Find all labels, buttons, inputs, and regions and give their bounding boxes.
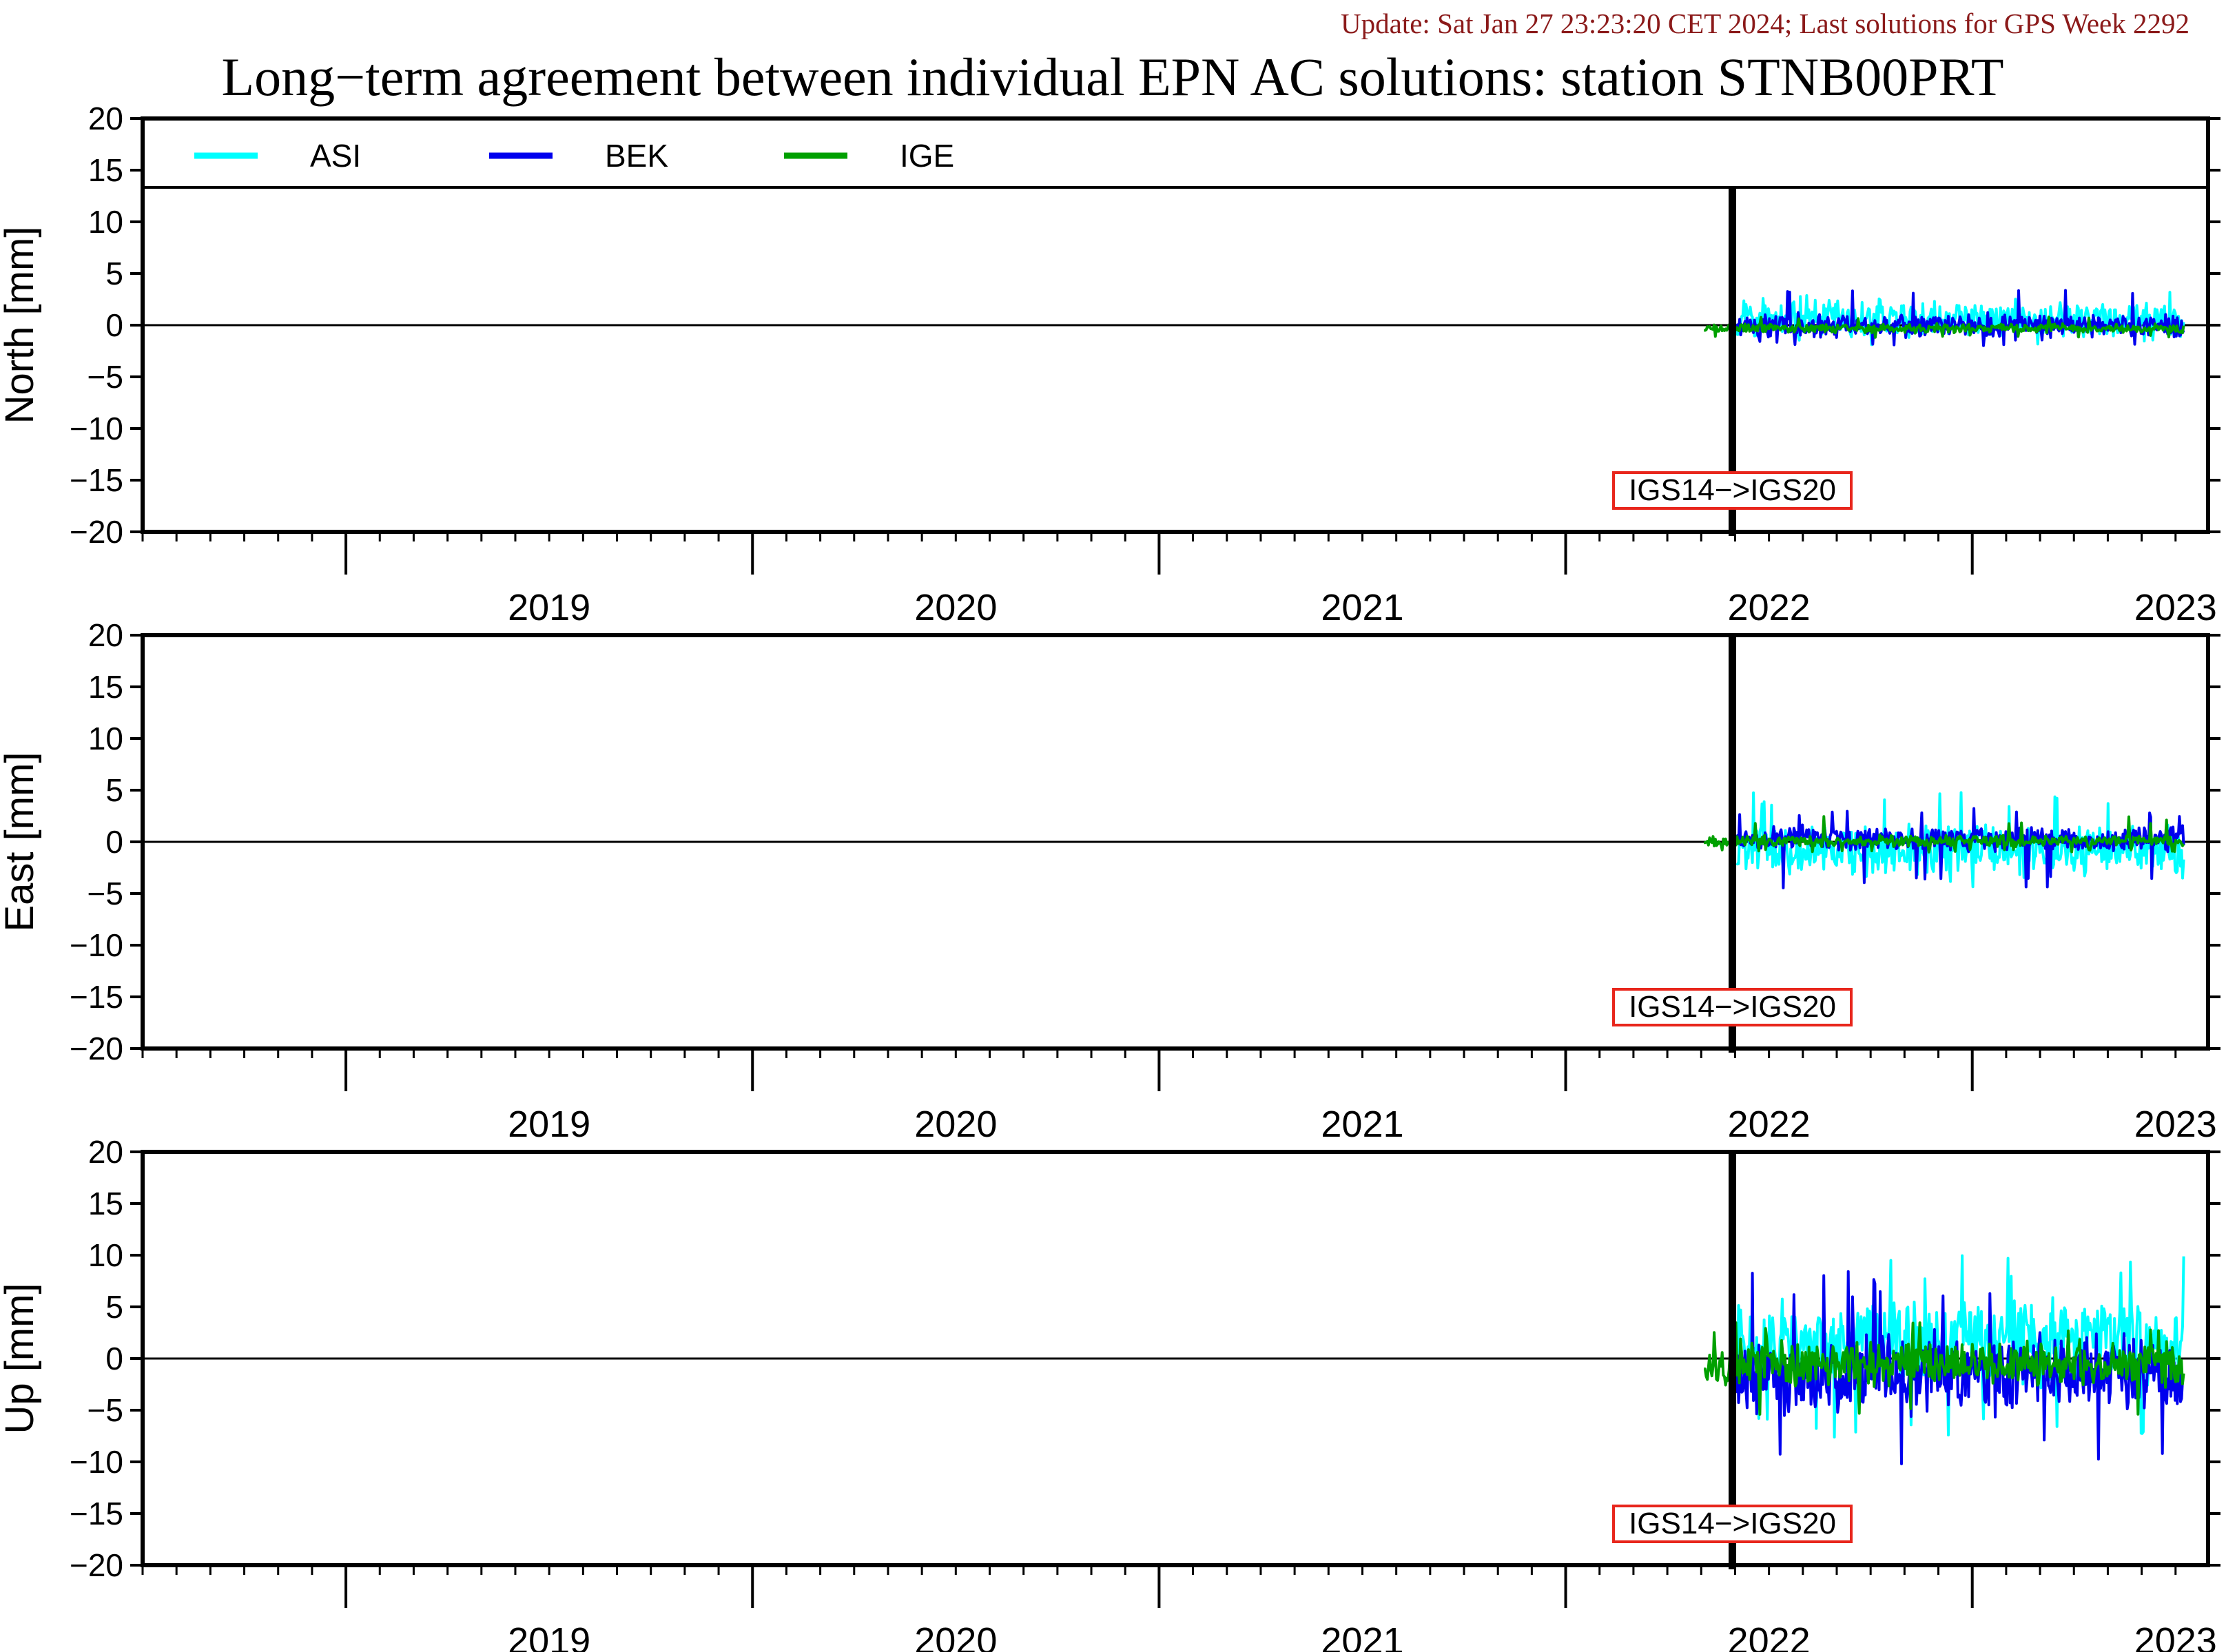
x-year-label: 2022: [1728, 1620, 1811, 1652]
legend-label-ige: IGE: [900, 138, 954, 174]
event-label: IGS14−>IGS20: [1629, 473, 1836, 507]
x-year-label: 2019: [508, 587, 590, 628]
y-tick-label: 0: [105, 307, 123, 343]
series-line-ige: [1703, 815, 2185, 854]
y-tick-label: 5: [105, 1289, 123, 1325]
update-text: Update: Sat Jan 27 23:23:20 CET 2024; La…: [1341, 8, 2189, 39]
y-tick-label: 0: [105, 1341, 123, 1376]
y-tick-label: −15: [70, 1496, 123, 1531]
series-group: [1703, 1254, 2185, 1465]
y-tick-label: 5: [105, 256, 123, 291]
y-tick-label: −5: [87, 359, 123, 395]
series-line-ige: [1703, 316, 2185, 339]
x-year-label: 2021: [1321, 587, 1403, 628]
y-tick-label: 15: [88, 152, 123, 188]
x-year-label: 2020: [914, 587, 997, 628]
series-group: [1703, 289, 2185, 347]
y-tick-label: 10: [88, 204, 123, 240]
y-tick-label: 20: [88, 617, 123, 653]
y-tick-label: −10: [70, 927, 123, 963]
x-year-label: 2019: [508, 1104, 590, 1145]
legend: ASI BEK IGE: [194, 138, 954, 174]
series-line-ige: [1703, 1321, 2185, 1416]
y-tick-label: −5: [87, 876, 123, 911]
legend-label-bek: BEK: [605, 138, 668, 174]
event-label: IGS14−>IGS20: [1629, 1507, 1836, 1540]
x-year-label: 2023: [2134, 1104, 2217, 1145]
panel-east: IGS14−>IGS20 20 15 10 5 0 −5 −10 −15 −20 East [mm]…: [0, 617, 2220, 1145]
chart-title: Long−term agreement between individual E…: [221, 47, 2003, 107]
y-tick-label: 15: [88, 1186, 123, 1221]
y-tick-label: −10: [70, 411, 123, 446]
panels-group: IGS14−>IGS20 20 15 10 5 0 −5 −10 −15 −20 North [mm…: [0, 101, 2220, 1652]
event-box: [1612, 988, 1853, 1026]
x-year-label: 2020: [914, 1620, 997, 1652]
y-tick-label: −15: [70, 462, 123, 498]
x-year-label: 2023: [2134, 1620, 2217, 1652]
panel-north: IGS14−>IGS20 20 15 10 5 0 −5 −10 −15 −20 North [mm…: [0, 101, 2220, 628]
legend-label-asi: ASI: [310, 138, 361, 174]
x-year-label: 2022: [1728, 1104, 1811, 1145]
x-year-label: 2021: [1321, 1104, 1403, 1145]
y-tick-label: −20: [70, 1031, 123, 1066]
y-tick-label: 0: [105, 824, 123, 860]
series-line-asi: [1735, 1254, 2185, 1439]
panel-up: IGS14−>IGS20 20 15 10 5 0 −5 −10 −15 −20 Up [mm] 20…: [0, 1134, 2220, 1652]
x-year-label: 2019: [508, 1620, 590, 1652]
y-tick-label: 15: [88, 669, 123, 705]
x-year-label: 2022: [1728, 587, 1811, 628]
y-tick-label: −20: [70, 1547, 123, 1583]
x-year-label: 2020: [914, 1104, 997, 1145]
event-box: [1612, 471, 1853, 510]
y-tick-label: −15: [70, 979, 123, 1015]
event-label: IGS14−>IGS20: [1629, 990, 1836, 1024]
y-tick-label: 20: [88, 1134, 123, 1170]
event-box: [1612, 1505, 1853, 1543]
y-tick-label: 5: [105, 772, 123, 808]
x-year-label: 2023: [2134, 587, 2217, 628]
y-axis-label: North [mm]: [0, 227, 42, 424]
y-axis-label: East [mm]: [0, 752, 42, 931]
y-tick-label: −20: [70, 514, 123, 550]
y-axis-label: Up [mm]: [0, 1283, 42, 1434]
x-year-label: 2021: [1321, 1620, 1403, 1652]
y-tick-label: 10: [88, 1237, 123, 1273]
series-line-bek: [1735, 1270, 2184, 1465]
y-tick-label: −10: [70, 1444, 123, 1480]
y-tick-label: −5: [87, 1392, 123, 1428]
series-group: [1703, 791, 2185, 889]
y-tick-label: 20: [88, 101, 123, 136]
y-tick-label: 10: [88, 721, 123, 756]
